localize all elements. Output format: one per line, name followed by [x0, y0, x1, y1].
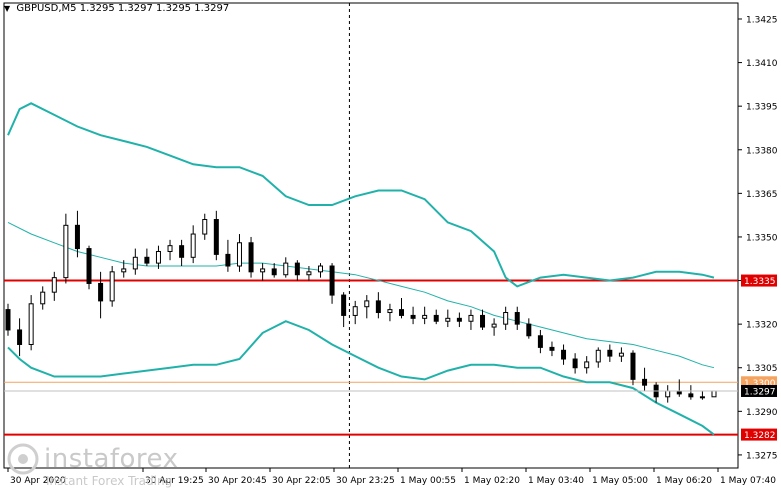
candle-body[interactable] [179, 245, 185, 258]
y-tick-label: 1.3305 [746, 364, 778, 374]
candle-body[interactable] [688, 393, 694, 398]
candle-body[interactable] [595, 349, 601, 363]
candle-body[interactable] [213, 219, 219, 255]
candle-body[interactable] [618, 352, 624, 357]
candle-body[interactable] [40, 291, 46, 305]
y-tick-label: 1.3410 [746, 59, 778, 69]
x-tick-label: 30 Apr 22:05 [272, 476, 331, 486]
candle-body[interactable] [584, 361, 590, 369]
candle-body[interactable] [630, 352, 636, 380]
y-tick-label: 1.3365 [746, 190, 778, 200]
candle-body[interactable] [537, 335, 543, 348]
y-tick-label: 1.3290 [746, 408, 778, 418]
candle-body[interactable] [410, 314, 416, 319]
candle-body[interactable] [503, 312, 509, 325]
bollinger-upper-line [7, 102, 715, 288]
candle-body[interactable] [491, 323, 497, 328]
candle-body[interactable] [561, 349, 567, 360]
ohlc-values: 1.3295 1.3297 1.3295 1.3297 [79, 3, 230, 14]
x-tick-label: 1 May 03:40 [528, 476, 584, 486]
x-tick-label: 30 Apr 20:45 [208, 476, 267, 486]
candle-body[interactable] [225, 253, 231, 267]
x-tick-label: 1 May 05:00 [592, 476, 648, 486]
candle-body[interactable] [248, 242, 254, 273]
candle-body[interactable] [572, 358, 578, 369]
candle-body[interactable] [711, 390, 717, 398]
x-tick-label: 30 Apr 23:25 [336, 476, 395, 486]
candle-body[interactable] [190, 233, 196, 258]
price-badge [741, 384, 777, 397]
candle-body[interactable] [642, 378, 648, 386]
candle-body[interactable] [387, 309, 393, 314]
candle-body[interactable] [28, 303, 34, 345]
x-tick-label: 30 Apr 19:25 [145, 476, 204, 486]
candle-body[interactable] [526, 323, 532, 337]
x-tick-label: 1 May 07:40 [720, 476, 776, 486]
candle-body[interactable] [51, 277, 57, 293]
candle-body[interactable] [294, 262, 300, 276]
candle-body[interactable] [63, 224, 69, 279]
x-tick-label: 1 May 02:20 [464, 476, 520, 486]
price-badge [741, 428, 777, 441]
price-badge-label: 1.3297 [744, 387, 776, 397]
candle-body[interactable] [480, 314, 486, 328]
candle-body[interactable] [514, 312, 520, 325]
y-tick-label: 1.3395 [746, 103, 778, 113]
price-badge [741, 274, 777, 287]
candle-body[interactable] [271, 268, 277, 276]
x-tick-label: 30 Apr 2020 [10, 476, 66, 486]
candle-body[interactable] [549, 346, 555, 351]
candle-body[interactable] [317, 265, 323, 273]
candle-body[interactable] [341, 294, 347, 316]
y-tick-label: 1.3350 [746, 233, 778, 243]
candle-body[interactable] [132, 256, 138, 270]
candle-body[interactable] [445, 317, 451, 322]
candle-body[interactable] [202, 219, 208, 235]
bollinger-middle-line [7, 221, 715, 369]
candle-body[interactable] [74, 224, 80, 250]
candle-body[interactable] [422, 314, 428, 319]
candle-body[interactable] [375, 300, 381, 314]
price-badge-label: 1.3335 [744, 277, 776, 287]
x-tick-label: 1 May 06:20 [656, 476, 712, 486]
candle-body[interactable] [86, 248, 92, 284]
candle-body[interactable] [468, 314, 474, 322]
candle-body[interactable] [98, 282, 104, 302]
candle-body[interactable] [109, 271, 115, 302]
y-tick-label: 1.3380 [746, 146, 778, 156]
symbol-label: GBPUSD,M5 [16, 3, 77, 14]
candle-body[interactable] [399, 309, 405, 316]
candle-body[interactable] [456, 317, 462, 322]
candle-body[interactable] [260, 268, 266, 273]
y-tick-label: 1.3275 [746, 451, 778, 461]
price-badge-label: 1.3282 [744, 431, 776, 441]
candle-body[interactable] [364, 300, 370, 308]
x-tick-label: 1 May 00:55 [400, 476, 456, 486]
dropdown-triangle-icon[interactable]: ▼ [4, 4, 11, 13]
candle-body[interactable] [433, 314, 439, 322]
candle-body[interactable] [699, 396, 705, 399]
candle-body[interactable] [607, 349, 613, 357]
chart-header: ▼ GBPUSD,M5 1.3295 1.3297 1.3295 1.3297 [4, 3, 229, 14]
candle-body[interactable] [306, 271, 312, 276]
candle-body[interactable] [283, 262, 289, 276]
candle-body[interactable] [5, 309, 11, 331]
bollinger-lower-line [7, 320, 715, 436]
candle-body[interactable] [352, 306, 358, 316]
candle-body[interactable] [167, 245, 173, 252]
price-badge-label: 1.3300 [744, 379, 776, 389]
candle-body[interactable] [17, 329, 23, 345]
y-tick-label: 1.3320 [746, 321, 778, 331]
candle-body[interactable] [665, 390, 671, 398]
candle-body[interactable] [155, 250, 161, 264]
y-tick-label: 1.3425 [746, 15, 778, 25]
candle-body[interactable] [236, 242, 242, 267]
candle-body[interactable] [329, 265, 335, 296]
plot-frame [3, 2, 739, 469]
candle-body[interactable] [144, 256, 150, 264]
candle-body[interactable] [121, 268, 127, 273]
